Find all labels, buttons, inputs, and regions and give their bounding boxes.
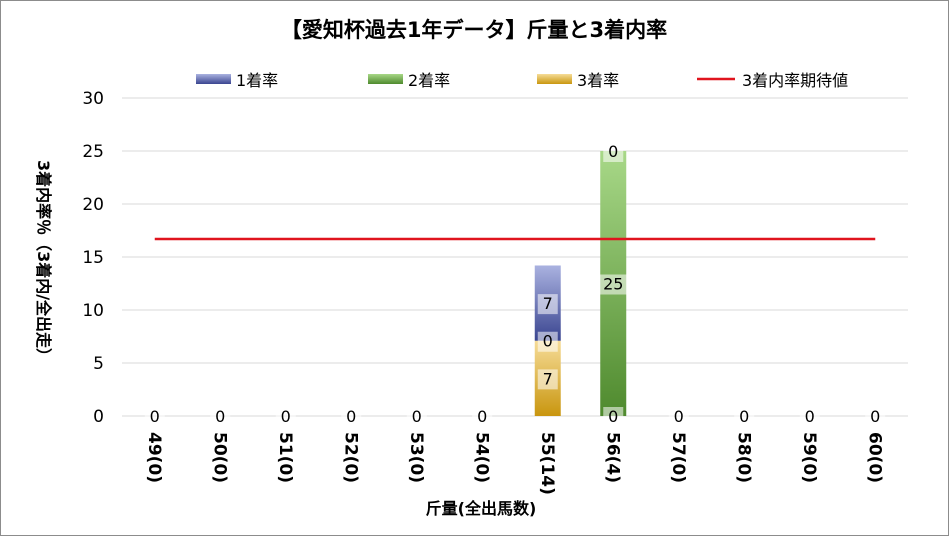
data-label: 0 — [215, 407, 225, 426]
x-tick-label: 59(0) — [799, 432, 819, 483]
y-axis-label: 3着内率％（3着内/全出走） — [34, 160, 53, 364]
data-label: 25 — [603, 275, 623, 294]
data-label: 0 — [608, 142, 618, 161]
data-labels: 0 0 0 0 0 0 7 0 7 0 25 0 0 0 0 0 — [144, 142, 886, 427]
legend-swatch — [368, 74, 403, 84]
data-label: 7 — [543, 294, 553, 313]
data-label-bg — [537, 331, 558, 352]
chart-title: 【愛知杯過去1年データ】斤量と3着内率 — [281, 18, 667, 42]
x-axis-label: 斤量(全出馬数) — [426, 499, 537, 518]
x-tick-label: 58(0) — [733, 432, 753, 483]
legend-swatch — [196, 74, 231, 84]
data-label-bg — [537, 369, 558, 390]
data-label-bg — [865, 407, 886, 427]
data-label: 0 — [739, 407, 749, 426]
data-label: 0 — [805, 407, 815, 426]
x-tick-label: 50(0) — [209, 432, 229, 483]
data-label: 0 — [674, 407, 684, 426]
y-tick-label: 10 — [82, 301, 104, 321]
data-label: 0 — [477, 407, 487, 426]
data-label-bg — [341, 407, 362, 427]
legend-label: 2着率 — [408, 71, 450, 90]
x-axis-ticks: 49(0) 50(0) 51(0) 52(0) 53(0) 54(0) 55(14) 56(4… — [144, 432, 885, 495]
gridlines — [122, 97, 908, 417]
legend-swatch — [537, 74, 572, 84]
data-label-bg — [406, 407, 427, 427]
data-label: 0 — [412, 407, 422, 426]
legend-label: 3着内率期待値 — [742, 71, 848, 90]
data-label-bg — [799, 407, 820, 427]
x-tick-label: 54(0) — [471, 432, 491, 483]
x-tick-label: 57(0) — [668, 432, 688, 483]
x-tick-label: 52(0) — [340, 432, 360, 483]
data-label-bg — [603, 142, 624, 162]
data-label-bg — [668, 407, 689, 427]
legend-label: 3着率 — [577, 71, 619, 90]
y-axis-ticks: 0 5 10 15 20 25 30 — [82, 89, 104, 427]
data-label: 0 — [870, 407, 880, 426]
data-label: 0 — [150, 407, 160, 426]
y-tick-label: 30 — [82, 89, 104, 109]
x-tick-label: 60(0) — [864, 432, 884, 483]
data-label: 7 — [543, 369, 553, 388]
x-tick-label: 49(0) — [144, 432, 164, 483]
y-tick-label: 20 — [82, 195, 104, 215]
data-label-bg — [603, 407, 624, 427]
data-label-bg — [734, 407, 755, 427]
data-label-bg — [275, 407, 296, 427]
legend: 1着率 2着率 3着率 3着内率期待値 — [196, 71, 848, 90]
data-label-bg — [472, 407, 493, 427]
data-label: 0 — [543, 332, 553, 351]
y-tick-label: 5 — [93, 354, 104, 374]
y-tick-label: 0 — [93, 407, 104, 427]
legend-label: 1着率 — [236, 71, 278, 90]
y-tick-label: 25 — [82, 142, 104, 162]
x-tick-label: 55(14) — [537, 432, 557, 495]
x-tick-label: 51(0) — [275, 432, 295, 483]
data-label-bg — [210, 407, 231, 427]
data-label-bg — [537, 294, 558, 315]
x-tick-label: 56(4) — [602, 432, 622, 483]
y-tick-label: 15 — [82, 248, 104, 268]
data-label: 0 — [608, 407, 618, 426]
data-label-bg — [144, 407, 165, 427]
data-label-bg — [598, 274, 629, 295]
data-label: 0 — [281, 407, 291, 426]
x-tick-label: 53(0) — [406, 432, 426, 483]
data-label: 0 — [346, 407, 356, 426]
